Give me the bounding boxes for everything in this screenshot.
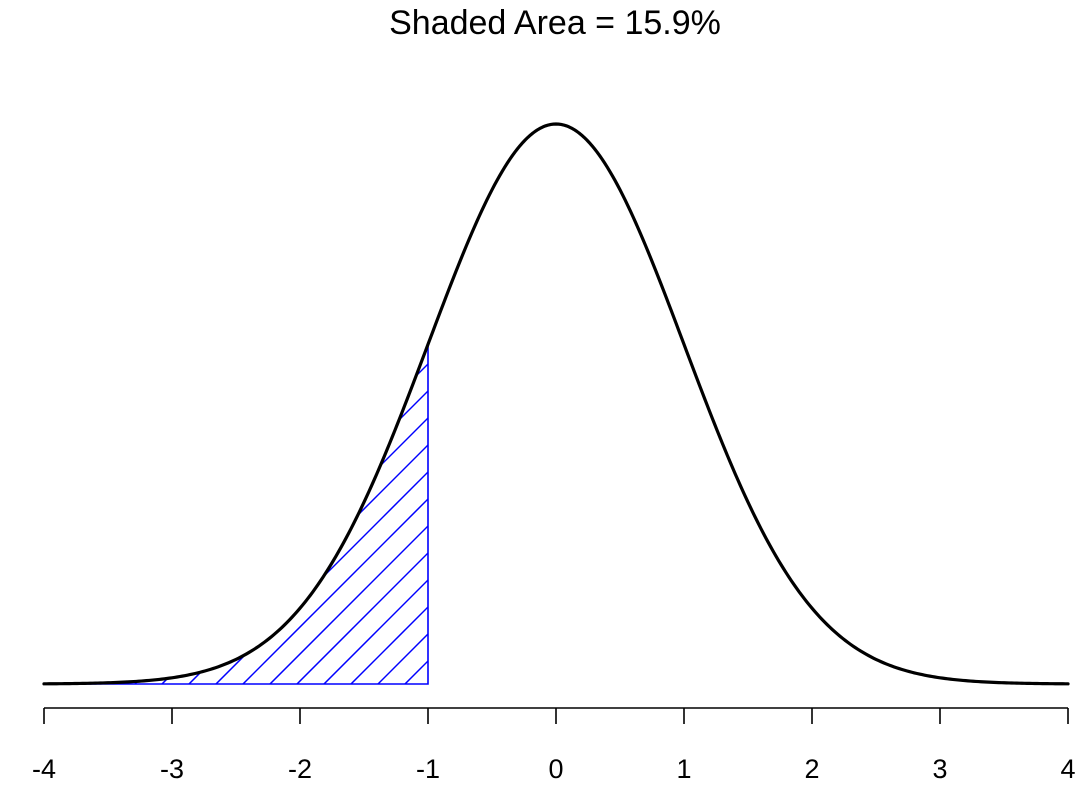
x-tick-label: -2 bbox=[288, 754, 312, 784]
hatch-line bbox=[233, 344, 428, 684]
hatch-line bbox=[909, 220, 1085, 720]
x-tick-label: -1 bbox=[416, 754, 440, 784]
hatch-line bbox=[44, 344, 114, 684]
x-tick-label: 1 bbox=[676, 754, 691, 784]
hatch-line bbox=[44, 344, 141, 684]
shaded-region bbox=[0, 220, 1085, 720]
hatch-line bbox=[1017, 220, 1085, 720]
hatch-line bbox=[666, 220, 1085, 720]
hatch-line bbox=[44, 344, 222, 684]
hatch-line bbox=[882, 220, 1085, 720]
hatch-line bbox=[585, 220, 1085, 720]
hatch-line bbox=[855, 220, 1085, 720]
hatch-line bbox=[990, 220, 1085, 720]
x-tick-label: 3 bbox=[932, 754, 947, 784]
x-tick-label: 4 bbox=[1060, 754, 1075, 784]
hatch-line bbox=[206, 344, 428, 684]
hatch-line bbox=[98, 344, 428, 684]
hatch-line bbox=[504, 220, 1004, 720]
x-tick-label: 2 bbox=[804, 754, 819, 784]
hatch-line bbox=[1044, 220, 1085, 720]
hatch-line bbox=[44, 344, 249, 684]
hatch-line bbox=[179, 344, 428, 684]
hatch-line bbox=[693, 220, 1085, 720]
hatch-line bbox=[44, 344, 168, 684]
hatch-line bbox=[747, 220, 1085, 720]
hatch-line bbox=[44, 344, 428, 684]
hatch-line bbox=[44, 344, 411, 684]
hatch-line bbox=[720, 220, 1085, 720]
hatch-line bbox=[341, 344, 428, 684]
hatch-line bbox=[936, 220, 1085, 720]
hatch-line bbox=[828, 220, 1085, 720]
hatch-line bbox=[44, 344, 303, 684]
hatch-line bbox=[1071, 220, 1085, 720]
hatch-line bbox=[44, 344, 428, 684]
hatch-line bbox=[0, 220, 32, 720]
hatch-line bbox=[44, 344, 87, 684]
hatch-line bbox=[612, 220, 1085, 720]
hatch-line bbox=[450, 220, 950, 720]
chart-title: Shaded Area = 15.9% bbox=[389, 4, 721, 42]
hatch-line bbox=[44, 344, 428, 684]
hatch-line bbox=[422, 344, 428, 684]
hatch-line bbox=[44, 344, 330, 684]
hatch-line bbox=[287, 344, 428, 684]
x-tick-label: 0 bbox=[548, 754, 563, 784]
hatch-line bbox=[0, 220, 5, 720]
hatch-line bbox=[477, 220, 977, 720]
density-curve bbox=[42, 122, 1070, 686]
hatch-line bbox=[639, 220, 1085, 720]
x-tick-label: -4 bbox=[32, 754, 56, 784]
hatch-line bbox=[801, 220, 1085, 720]
x-axis: -4 -3 -2 -1 0 1 2 3 4 bbox=[32, 707, 1076, 784]
hatch-line bbox=[44, 344, 357, 684]
hatch-line bbox=[44, 344, 384, 684]
hatch-line bbox=[531, 220, 1031, 720]
hatch-line bbox=[44, 344, 428, 684]
hatch-line bbox=[963, 220, 1085, 720]
hatch-line bbox=[152, 344, 428, 684]
hatch-line bbox=[44, 344, 60, 684]
hatch-line bbox=[395, 344, 428, 684]
hatch-line bbox=[44, 344, 195, 684]
hatch-line bbox=[774, 220, 1085, 720]
hatch-line bbox=[260, 344, 428, 684]
x-tick-label: -3 bbox=[160, 754, 184, 784]
hatch-line bbox=[558, 220, 1058, 720]
shaded-region-outline bbox=[43, 344, 429, 685]
hatch-line bbox=[44, 344, 276, 684]
hatch-line bbox=[368, 344, 428, 684]
hatch-line bbox=[71, 344, 428, 684]
hatch-line bbox=[125, 344, 428, 684]
hatch-line bbox=[314, 344, 428, 684]
